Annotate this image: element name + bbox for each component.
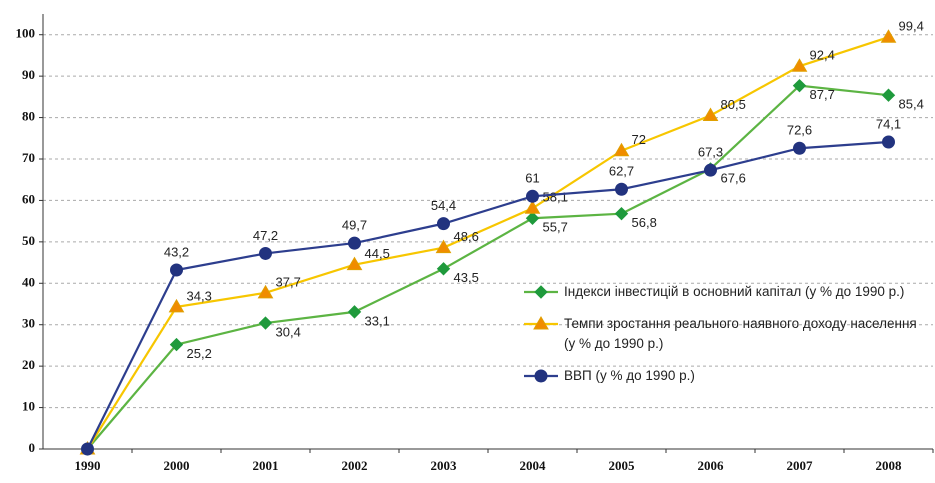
data-point bbox=[882, 135, 895, 149]
data-point bbox=[435, 239, 452, 254]
data-label: 44,5 bbox=[365, 246, 390, 261]
data-label: 72,6 bbox=[787, 123, 812, 138]
data-label: 72 bbox=[632, 132, 646, 147]
data-label: 99,4 bbox=[899, 19, 924, 34]
data-point bbox=[259, 246, 272, 260]
legend-label: ВВП (у % до 1990 р.) bbox=[564, 368, 695, 383]
y-tick-label: 90 bbox=[22, 67, 35, 82]
y-tick-label: 80 bbox=[22, 109, 35, 124]
y-tick-label: 40 bbox=[22, 274, 35, 289]
data-point bbox=[880, 29, 897, 43]
data-label: 67,3 bbox=[698, 145, 723, 160]
data-point bbox=[170, 263, 183, 277]
data-label: 92,4 bbox=[810, 48, 835, 63]
data-label: 61 bbox=[525, 171, 539, 186]
y-tick-label: 70 bbox=[22, 150, 35, 165]
data-point bbox=[346, 256, 363, 271]
data-label: 37,7 bbox=[276, 274, 301, 289]
series-line bbox=[86, 36, 889, 450]
y-tick-label: 20 bbox=[22, 357, 35, 372]
legend-icon bbox=[524, 285, 558, 299]
x-tick-label: 2005 bbox=[609, 458, 636, 473]
x-tick-label: 2001 bbox=[253, 458, 279, 473]
data-point bbox=[792, 78, 807, 93]
data-label: 25,2 bbox=[187, 346, 212, 361]
data-label: 55,7 bbox=[543, 220, 568, 235]
data-point bbox=[881, 88, 896, 102]
data-point bbox=[524, 200, 541, 214]
data-point bbox=[81, 442, 94, 456]
data-label: 47,2 bbox=[253, 228, 278, 243]
data-label: 56,8 bbox=[632, 215, 657, 230]
y-tick-label: 100 bbox=[16, 26, 36, 41]
legend-icon bbox=[524, 369, 558, 383]
x-tick-label: 2004 bbox=[520, 458, 547, 473]
data-label: 80,5 bbox=[721, 97, 746, 112]
data-point bbox=[702, 107, 719, 121]
data-label: 48,6 bbox=[454, 229, 479, 244]
y-tick-label: 60 bbox=[22, 191, 35, 206]
x-tick-label: 2006 bbox=[698, 458, 725, 473]
data-label: 87,7 bbox=[810, 87, 835, 102]
x-tick-label: 2002 bbox=[342, 458, 368, 473]
data-label: 30,4 bbox=[276, 324, 301, 339]
data-label: 54,4 bbox=[431, 198, 456, 213]
legend-marker bbox=[534, 369, 548, 383]
legend-label: Індекси інвестицій в основний капітал (у… bbox=[564, 284, 905, 299]
series-line bbox=[86, 140, 889, 450]
x-tick-label: 2007 bbox=[787, 458, 814, 473]
y-tick-label: 30 bbox=[22, 316, 35, 331]
data-label: 34,3 bbox=[187, 288, 212, 303]
data-point bbox=[436, 262, 451, 276]
data-label: 43,5 bbox=[454, 270, 479, 285]
data-point bbox=[168, 298, 185, 313]
data-point bbox=[348, 236, 361, 250]
data-point bbox=[258, 316, 273, 330]
data-label: 67,6 bbox=[721, 170, 746, 185]
data-point bbox=[437, 217, 450, 231]
data-point bbox=[615, 182, 628, 196]
x-tick-label: 2008 bbox=[876, 458, 903, 473]
data-label: 58,1 bbox=[543, 190, 568, 205]
y-tick-label: 50 bbox=[22, 233, 35, 248]
data-label: 62,7 bbox=[609, 164, 634, 179]
data-point bbox=[613, 142, 630, 157]
y-tick-label: 0 bbox=[29, 440, 36, 455]
data-label: 74,1 bbox=[876, 116, 901, 131]
data-label: 33,1 bbox=[365, 313, 390, 328]
data-label: 49,7 bbox=[342, 218, 367, 233]
data-point bbox=[614, 206, 629, 221]
data-point bbox=[257, 284, 274, 299]
data-point bbox=[526, 189, 539, 203]
legend: Індекси інвестицій в основний капітал (у… bbox=[522, 282, 922, 398]
data-point bbox=[525, 211, 540, 225]
data-point bbox=[791, 58, 808, 72]
legend-icon bbox=[524, 316, 558, 330]
data-point bbox=[793, 141, 806, 155]
legend-marker bbox=[533, 316, 549, 330]
legend-entry: Темпи зростання реального наявного доход… bbox=[522, 314, 922, 354]
data-point bbox=[704, 163, 717, 177]
y-tick-label: 10 bbox=[22, 399, 35, 414]
legend-entry: Індекси інвестицій в основний капітал (у… bbox=[522, 282, 922, 302]
legend-marker bbox=[534, 285, 548, 299]
series-line bbox=[86, 84, 889, 450]
x-tick-label: 2000 bbox=[164, 458, 190, 473]
data-point bbox=[347, 305, 362, 319]
data-label: 85,4 bbox=[899, 97, 924, 112]
x-tick-label: 1990 bbox=[75, 458, 101, 473]
data-label: 43,2 bbox=[164, 244, 189, 259]
data-point bbox=[169, 337, 184, 352]
x-tick-label: 2003 bbox=[431, 458, 458, 473]
legend-entry: ВВП (у % до 1990 р.) bbox=[522, 366, 922, 386]
legend-label: Темпи зростання реального наявного доход… bbox=[564, 316, 917, 351]
